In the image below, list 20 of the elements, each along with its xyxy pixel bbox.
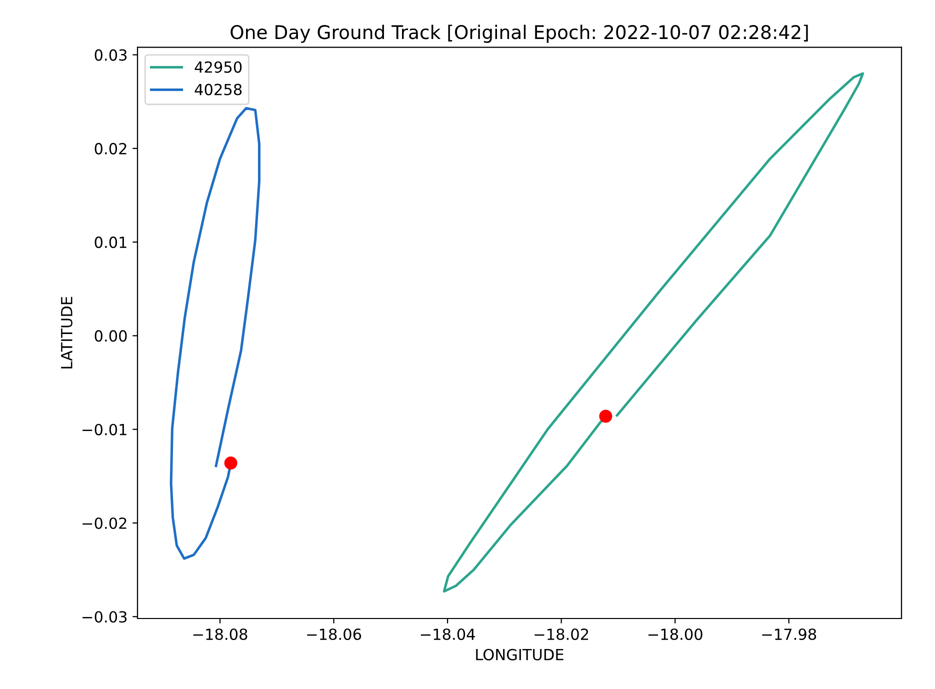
line-series [442,72,864,593]
y-tick-label: 0.03 [94,49,127,61]
y-axis-title: LATITUDE [61,296,72,368]
x-tick-label: −17.98 [762,628,816,640]
legend-label: 42950 [194,61,242,73]
y-tick-label: −0.03 [82,611,127,623]
y-tick-label: −0.01 [82,424,126,436]
y-tick-label: 0.02 [94,142,126,154]
x-tick-label: −18.06 [307,628,362,640]
x-tick-label: −18.00 [648,628,702,640]
chart-title: One Day Ground Track [Original Epoch: 2022-10-07 02:28:42] [230,24,808,43]
y-tick-label: 0.01 [94,236,126,248]
x-tick-label: −18.08 [193,628,248,640]
line-series [170,106,260,560]
x-axis-title: LONGITUDE [476,648,564,660]
y-tick-label: −0.02 [82,517,126,530]
x-tick-label: −18.02 [534,628,588,640]
x-tick-label: −18.04 [420,628,475,640]
y-tick-label: 0.00 [94,330,127,342]
legend-label: 40258 [194,84,242,96]
